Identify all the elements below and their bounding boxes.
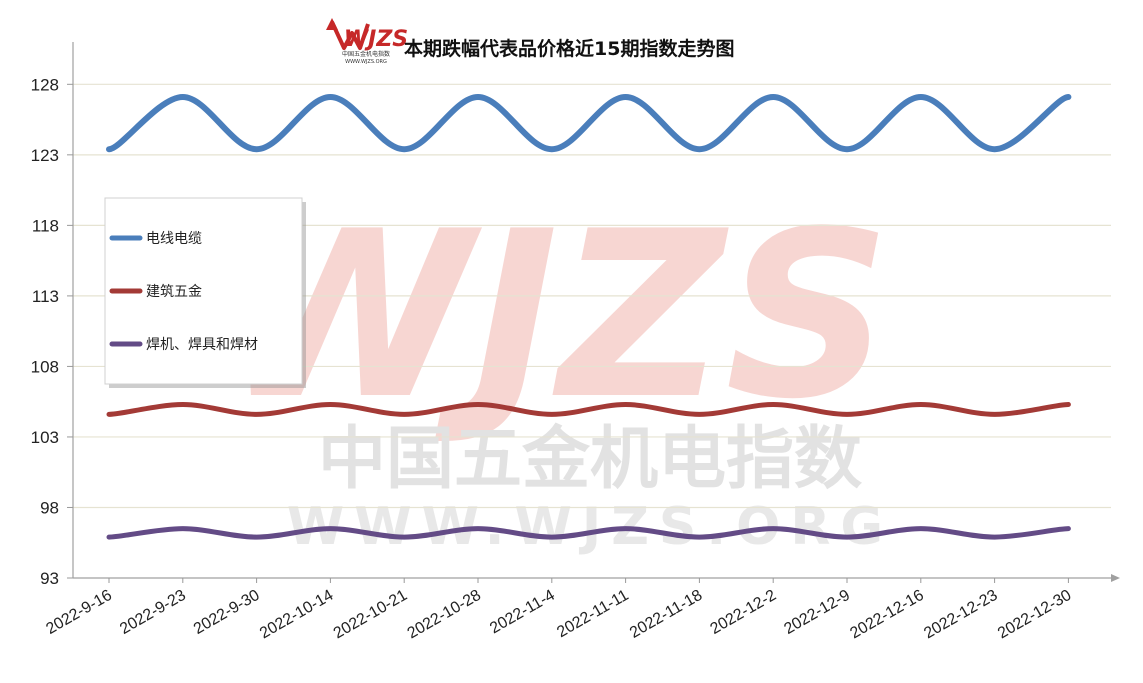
y-tick-label: 123 xyxy=(31,146,59,165)
y-tick-label: 108 xyxy=(31,357,59,376)
axes xyxy=(72,42,1120,582)
x-tick-label: 2022-12-16 xyxy=(847,587,926,643)
x-tick-label: 2022-12-23 xyxy=(921,587,1000,643)
x-axis-arrow xyxy=(1111,574,1120,582)
x-tick-label: 2022-11-11 xyxy=(554,587,631,642)
legend-label-3: 焊机、焊具和焊材 xyxy=(146,337,258,353)
series-lines xyxy=(106,94,1072,540)
series-line-1 xyxy=(106,94,1072,153)
logo-text: WJZS xyxy=(344,27,408,52)
watermark-cn-text: 中国五金机电指数 xyxy=(318,420,862,499)
x-tick-label: 2022-12-2 xyxy=(708,587,780,638)
x-tick-label: 2022-9-23 xyxy=(117,587,189,638)
y-axis-ticks: 93 98 103 108 113 118 123 128 xyxy=(31,75,73,588)
x-tick-label: 2022-11-4 xyxy=(487,587,558,638)
y-tick-label: 103 xyxy=(31,428,59,447)
y-tick-label: 128 xyxy=(31,75,59,94)
legend-label-1: 电线电缆 xyxy=(146,231,202,247)
x-tick-label: 2022-10-28 xyxy=(405,587,484,643)
x-tick-label: 2022-9-16 xyxy=(43,587,115,638)
y-tick-label: 113 xyxy=(32,287,59,306)
watermark-url-text: WWW.WJZS.ORG xyxy=(287,497,893,557)
y-tick-label: 98 xyxy=(40,498,59,517)
series-line-2 xyxy=(106,402,1071,417)
y-tick-label: 93 xyxy=(40,569,59,588)
series-line-3 xyxy=(106,526,1071,540)
chart-title: 本期跌幅代表品价格近15期指数走势图 xyxy=(404,37,734,60)
watermark-logo-text: WJZS xyxy=(219,183,891,450)
logo-sub-text: 中国五金机电指数 xyxy=(342,50,390,58)
y-tick-label: 118 xyxy=(32,216,59,235)
x-tick-label: 2022-9-30 xyxy=(191,587,263,638)
logo-url-text: WWW.WJZS.ORG xyxy=(345,59,387,65)
x-tick-label: 2022-11-18 xyxy=(627,587,705,642)
legend-label-2: 建筑五金 xyxy=(146,284,202,300)
watermark: WJZS 中国五金机电指数 WWW.WJZS.ORG xyxy=(219,183,893,557)
x-tick-label: 2022-12-9 xyxy=(781,587,853,638)
chart-title-group: WJZS 中国五金机电指数 WWW.WJZS.ORG 本期跌幅代表品价格近15期… xyxy=(326,18,734,65)
x-tick-label: 2022-12-30 xyxy=(995,587,1074,643)
logo-icon: WJZS 中国五金机电指数 WWW.WJZS.ORG xyxy=(326,18,408,65)
x-axis-ticks: 2022-9-16 2022-9-23 2022-9-302022-10-14202… xyxy=(43,578,1074,642)
x-tick-label: 2022-10-14 xyxy=(257,587,336,643)
x-tick-label: 2022-10-21 xyxy=(331,587,410,643)
